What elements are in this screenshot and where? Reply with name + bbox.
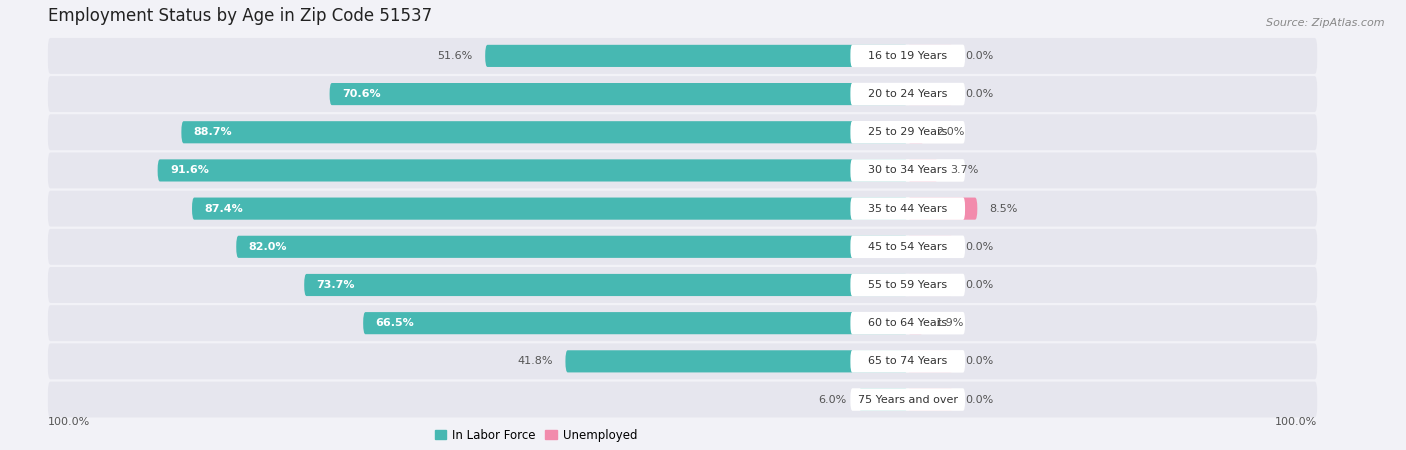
Text: Employment Status by Age in Zip Code 51537: Employment Status by Age in Zip Code 515… (48, 7, 432, 25)
FancyBboxPatch shape (48, 305, 1317, 341)
FancyBboxPatch shape (48, 191, 1317, 226)
FancyBboxPatch shape (851, 350, 965, 373)
Text: 0.0%: 0.0% (965, 51, 993, 61)
FancyBboxPatch shape (859, 388, 908, 410)
FancyBboxPatch shape (485, 45, 908, 67)
FancyBboxPatch shape (908, 350, 953, 373)
FancyBboxPatch shape (908, 45, 953, 67)
FancyBboxPatch shape (851, 388, 965, 411)
Text: 70.6%: 70.6% (342, 89, 381, 99)
Text: 55 to 59 Years: 55 to 59 Years (868, 280, 948, 290)
FancyBboxPatch shape (48, 76, 1317, 112)
FancyBboxPatch shape (565, 350, 908, 373)
FancyBboxPatch shape (908, 274, 953, 296)
FancyBboxPatch shape (48, 229, 1317, 265)
Text: 41.8%: 41.8% (517, 356, 553, 366)
FancyBboxPatch shape (908, 388, 953, 410)
Text: 82.0%: 82.0% (249, 242, 287, 252)
Legend: In Labor Force, Unemployed: In Labor Force, Unemployed (430, 424, 643, 446)
FancyBboxPatch shape (908, 83, 953, 105)
Text: 45 to 54 Years: 45 to 54 Years (868, 242, 948, 252)
FancyBboxPatch shape (48, 114, 1317, 150)
FancyBboxPatch shape (157, 159, 908, 181)
FancyBboxPatch shape (851, 121, 965, 144)
FancyBboxPatch shape (48, 267, 1317, 303)
Text: 65 to 74 Years: 65 to 74 Years (868, 356, 948, 366)
Text: 91.6%: 91.6% (170, 166, 208, 176)
Text: 75 Years and over: 75 Years and over (858, 395, 957, 405)
Text: 20 to 24 Years: 20 to 24 Years (868, 89, 948, 99)
Text: 25 to 29 Years: 25 to 29 Years (868, 127, 948, 137)
FancyBboxPatch shape (48, 153, 1317, 189)
FancyBboxPatch shape (851, 235, 965, 258)
FancyBboxPatch shape (908, 198, 977, 220)
Text: 30 to 34 Years: 30 to 34 Years (868, 166, 948, 176)
FancyBboxPatch shape (304, 274, 908, 296)
Text: 0.0%: 0.0% (965, 395, 993, 405)
FancyBboxPatch shape (48, 382, 1317, 418)
FancyBboxPatch shape (908, 121, 924, 144)
Text: 66.5%: 66.5% (375, 318, 415, 328)
Text: 35 to 44 Years: 35 to 44 Years (868, 203, 948, 214)
FancyBboxPatch shape (851, 45, 965, 67)
Text: 87.4%: 87.4% (204, 203, 243, 214)
FancyBboxPatch shape (48, 343, 1317, 379)
Text: 1.9%: 1.9% (935, 318, 965, 328)
Text: 88.7%: 88.7% (194, 127, 232, 137)
FancyBboxPatch shape (851, 312, 965, 334)
FancyBboxPatch shape (363, 312, 908, 334)
FancyBboxPatch shape (193, 198, 908, 220)
Text: 0.0%: 0.0% (965, 280, 993, 290)
FancyBboxPatch shape (851, 274, 965, 296)
FancyBboxPatch shape (908, 236, 953, 258)
FancyBboxPatch shape (908, 159, 938, 181)
FancyBboxPatch shape (851, 198, 965, 220)
Text: 0.0%: 0.0% (965, 242, 993, 252)
Text: 60 to 64 Years: 60 to 64 Years (868, 318, 948, 328)
Text: 6.0%: 6.0% (818, 395, 846, 405)
FancyBboxPatch shape (181, 121, 908, 144)
Text: 100.0%: 100.0% (48, 417, 90, 427)
Text: 3.7%: 3.7% (950, 166, 979, 176)
Text: 2.0%: 2.0% (936, 127, 965, 137)
FancyBboxPatch shape (851, 159, 965, 182)
Text: 0.0%: 0.0% (965, 89, 993, 99)
Text: Source: ZipAtlas.com: Source: ZipAtlas.com (1267, 18, 1385, 28)
Text: 73.7%: 73.7% (316, 280, 354, 290)
FancyBboxPatch shape (908, 312, 924, 334)
Text: 100.0%: 100.0% (1275, 417, 1317, 427)
FancyBboxPatch shape (48, 38, 1317, 74)
FancyBboxPatch shape (851, 83, 965, 105)
Text: 0.0%: 0.0% (965, 356, 993, 366)
Text: 51.6%: 51.6% (437, 51, 472, 61)
Text: 8.5%: 8.5% (990, 203, 1018, 214)
Text: 16 to 19 Years: 16 to 19 Years (868, 51, 948, 61)
FancyBboxPatch shape (329, 83, 908, 105)
FancyBboxPatch shape (236, 236, 908, 258)
